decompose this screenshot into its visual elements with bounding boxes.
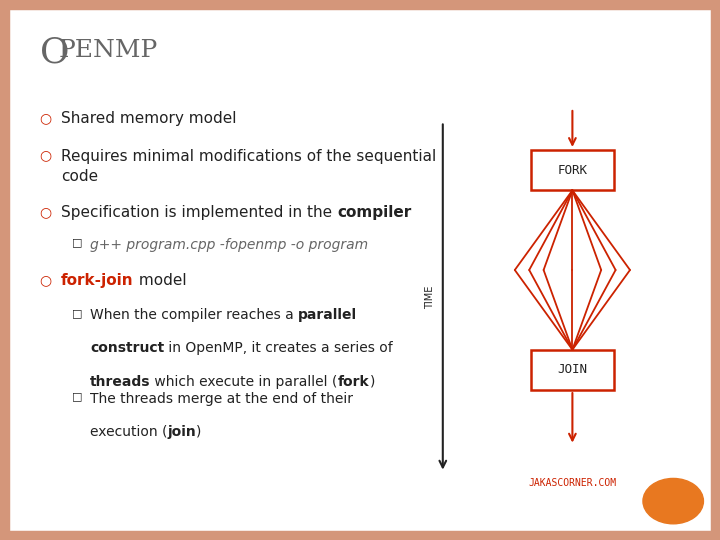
Text: JOIN: JOIN xyxy=(557,363,588,376)
Text: TIME: TIME xyxy=(425,285,435,309)
Text: fork-join: fork-join xyxy=(61,273,134,288)
Text: □: □ xyxy=(72,392,83,402)
Text: ○: ○ xyxy=(40,273,52,287)
Text: ○: ○ xyxy=(40,148,52,163)
Text: which execute in parallel (: which execute in parallel ( xyxy=(150,375,338,389)
Bar xyxy=(531,350,613,390)
Text: threads: threads xyxy=(90,375,150,389)
Text: Requires minimal modifications of the sequential
code: Requires minimal modifications of the se… xyxy=(61,148,436,184)
Text: Shared memory model: Shared memory model xyxy=(61,111,237,126)
Bar xyxy=(531,150,613,190)
Text: construct: construct xyxy=(90,341,164,355)
Text: ): ) xyxy=(369,375,375,389)
Text: When the compiler reaches a: When the compiler reaches a xyxy=(90,308,298,322)
Text: ○: ○ xyxy=(40,111,52,125)
Text: model: model xyxy=(134,273,186,288)
Text: in OpenMP, it creates a series of: in OpenMP, it creates a series of xyxy=(164,341,393,355)
Text: ): ) xyxy=(197,425,202,439)
Text: JAKASCORNER.COM: JAKASCORNER.COM xyxy=(528,478,616,488)
Text: The threads merge at the end of their: The threads merge at the end of their xyxy=(90,392,353,406)
Text: join: join xyxy=(168,425,197,439)
Text: fork: fork xyxy=(338,375,369,389)
Text: ○: ○ xyxy=(40,205,52,219)
Text: g++ program.cpp -fopenmp -o program: g++ program.cpp -fopenmp -o program xyxy=(90,238,368,252)
Text: □: □ xyxy=(72,238,83,248)
Text: FORK: FORK xyxy=(557,164,588,177)
Text: parallel: parallel xyxy=(298,308,357,322)
Text: execution (: execution ( xyxy=(90,425,168,439)
Text: O: O xyxy=(40,35,69,69)
Text: compiler: compiler xyxy=(337,205,411,220)
Circle shape xyxy=(643,478,703,524)
Text: □: □ xyxy=(72,308,83,318)
Text: PENMP: PENMP xyxy=(59,39,158,62)
Text: Specification is implemented in the: Specification is implemented in the xyxy=(61,205,337,220)
